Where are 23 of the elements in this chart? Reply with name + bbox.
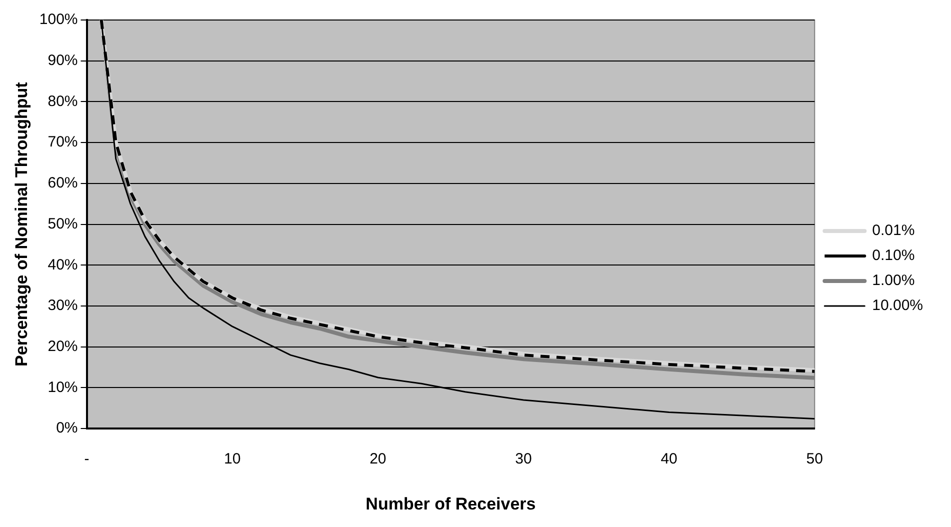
x-tick-label: 20 (370, 450, 386, 468)
legend-label: 10.00% (872, 297, 923, 314)
y-tick-label: 70% (48, 134, 78, 151)
x-tick-label: 40 (660, 450, 678, 468)
legend-label: 0.01% (872, 222, 915, 240)
y-tick-label: 80% (48, 92, 78, 110)
y-tick-label: 30% (48, 297, 78, 314)
y-tick-label: 0% (56, 420, 78, 437)
x-tick-label: 10 (224, 450, 241, 468)
y-tick-label: 60% (48, 174, 78, 192)
x-tick-label: - (84, 450, 90, 468)
y-tick-label: 50% (48, 215, 78, 232)
x-tick-label: 30 (515, 450, 532, 468)
x-axis-title: Number of Receivers (366, 494, 536, 514)
y-tick-label: 40% (48, 256, 78, 274)
legend-label: 1.00% (872, 272, 915, 290)
y-tick-label: 20% (48, 338, 78, 356)
y-tick-label: 100% (39, 11, 78, 28)
x-tick-label: 50 (806, 450, 823, 468)
y-tick-label: 10% (48, 378, 78, 396)
legend-label: 0.10% (872, 247, 915, 264)
y-tick-label: 90% (48, 52, 78, 69)
y-axis-title: Percentage of Nominal Throughput (12, 82, 31, 366)
